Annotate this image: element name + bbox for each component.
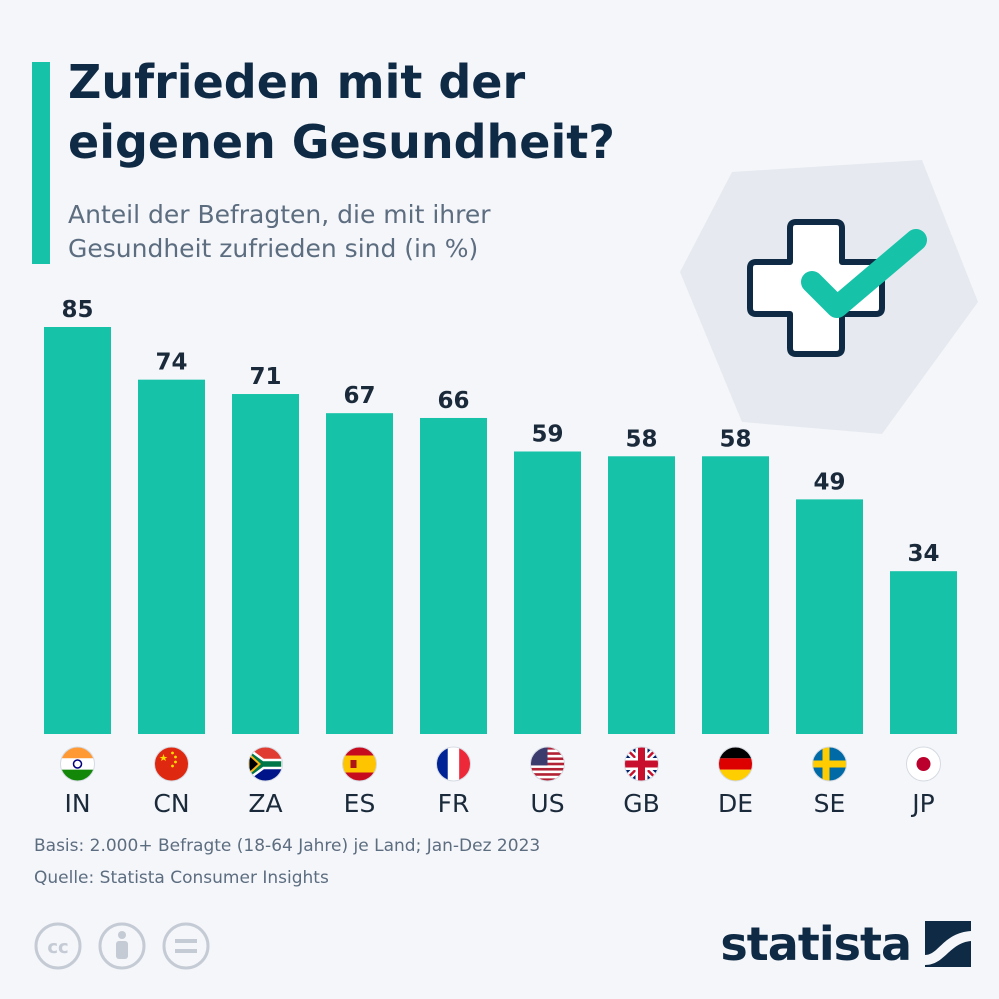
cc-license-icon[interactable]: cc xyxy=(34,922,82,970)
bar-se xyxy=(796,499,863,734)
bar-fr xyxy=(420,417,487,734)
chart-title-line-1: Zufrieden mit der xyxy=(68,55,526,109)
value-label-cn: 74 xyxy=(155,350,187,376)
japan-flag-icon xyxy=(906,746,941,782)
france-flag-icon xyxy=(436,746,471,782)
chart-subtitle-line-1: Anteil der Befragten, die mit ihrer xyxy=(68,200,491,229)
attribution-icon[interactable] xyxy=(98,922,146,970)
china-flag-icon xyxy=(154,746,189,782)
uk-flag-icon xyxy=(624,746,659,782)
bar-es xyxy=(326,413,393,734)
value-label-se: 49 xyxy=(813,469,845,495)
chart-subtitle: Anteil der Befragten, die mit ihrer Gesu… xyxy=(68,198,668,266)
chart-title: Zufrieden mit der eigenen Gesundheit? xyxy=(68,52,708,172)
category-label-jp: JP xyxy=(910,789,934,818)
value-label-us: 59 xyxy=(531,421,563,447)
germany-flag-icon xyxy=(718,746,753,782)
category-label-gb: GB xyxy=(623,789,660,818)
category-label-us: US xyxy=(530,789,564,818)
bar-cn xyxy=(138,379,205,734)
statista-wordmark: statista xyxy=(720,917,912,971)
category-label-fr: FR xyxy=(438,789,470,818)
value-label-es: 67 xyxy=(343,383,375,409)
category-label-za: ZA xyxy=(248,789,282,818)
category-label-de: DE xyxy=(718,789,753,818)
statista-mark-icon xyxy=(925,921,971,967)
basis-note: Basis: 2.000+ Befragte (18-64 Jahre) je … xyxy=(34,836,541,856)
chart-subtitle-line-2: Gesundheit zufrieden sind (in %) xyxy=(68,234,479,263)
bar-chart: 85 IN 74 CN 71 ZA 67 ES 66 FR 59 US 58 GB 58 DE 49 SE 34 JP xyxy=(44,297,957,818)
value-label-in: 85 xyxy=(61,297,93,323)
south-africa-flag-icon xyxy=(248,746,283,782)
value-label-jp: 34 xyxy=(907,541,939,567)
no-derivatives-icon[interactable] xyxy=(162,922,210,970)
india-flag-icon xyxy=(60,746,95,782)
category-label-cn: CN xyxy=(153,789,189,818)
sweden-flag-icon xyxy=(812,746,847,782)
category-label-se: SE xyxy=(814,789,846,818)
value-label-gb: 58 xyxy=(625,426,657,452)
svg-text:cc: cc xyxy=(47,937,68,958)
chart-title-line-2: eigenen Gesundheit? xyxy=(68,115,615,169)
value-label-de: 58 xyxy=(719,426,751,452)
spain-flag-icon xyxy=(342,746,377,782)
usa-flag-icon xyxy=(530,746,565,782)
bar-gb xyxy=(608,456,675,734)
statista-logo[interactable]: statista xyxy=(720,914,971,974)
bar-us xyxy=(514,451,581,734)
title-accent-bar xyxy=(32,62,50,264)
category-label-in: IN xyxy=(64,789,90,818)
value-label-za: 71 xyxy=(249,364,281,390)
category-label-es: ES xyxy=(344,789,376,818)
value-label-fr: 66 xyxy=(437,388,469,414)
bar-de xyxy=(702,456,769,734)
bar-in xyxy=(44,327,111,734)
bar-jp xyxy=(890,571,957,734)
bar-za xyxy=(232,394,299,734)
health-check-icon xyxy=(680,160,978,434)
source-note: Quelle: Statista Consumer Insights xyxy=(34,868,329,888)
license-icons[interactable]: cc xyxy=(32,920,212,972)
